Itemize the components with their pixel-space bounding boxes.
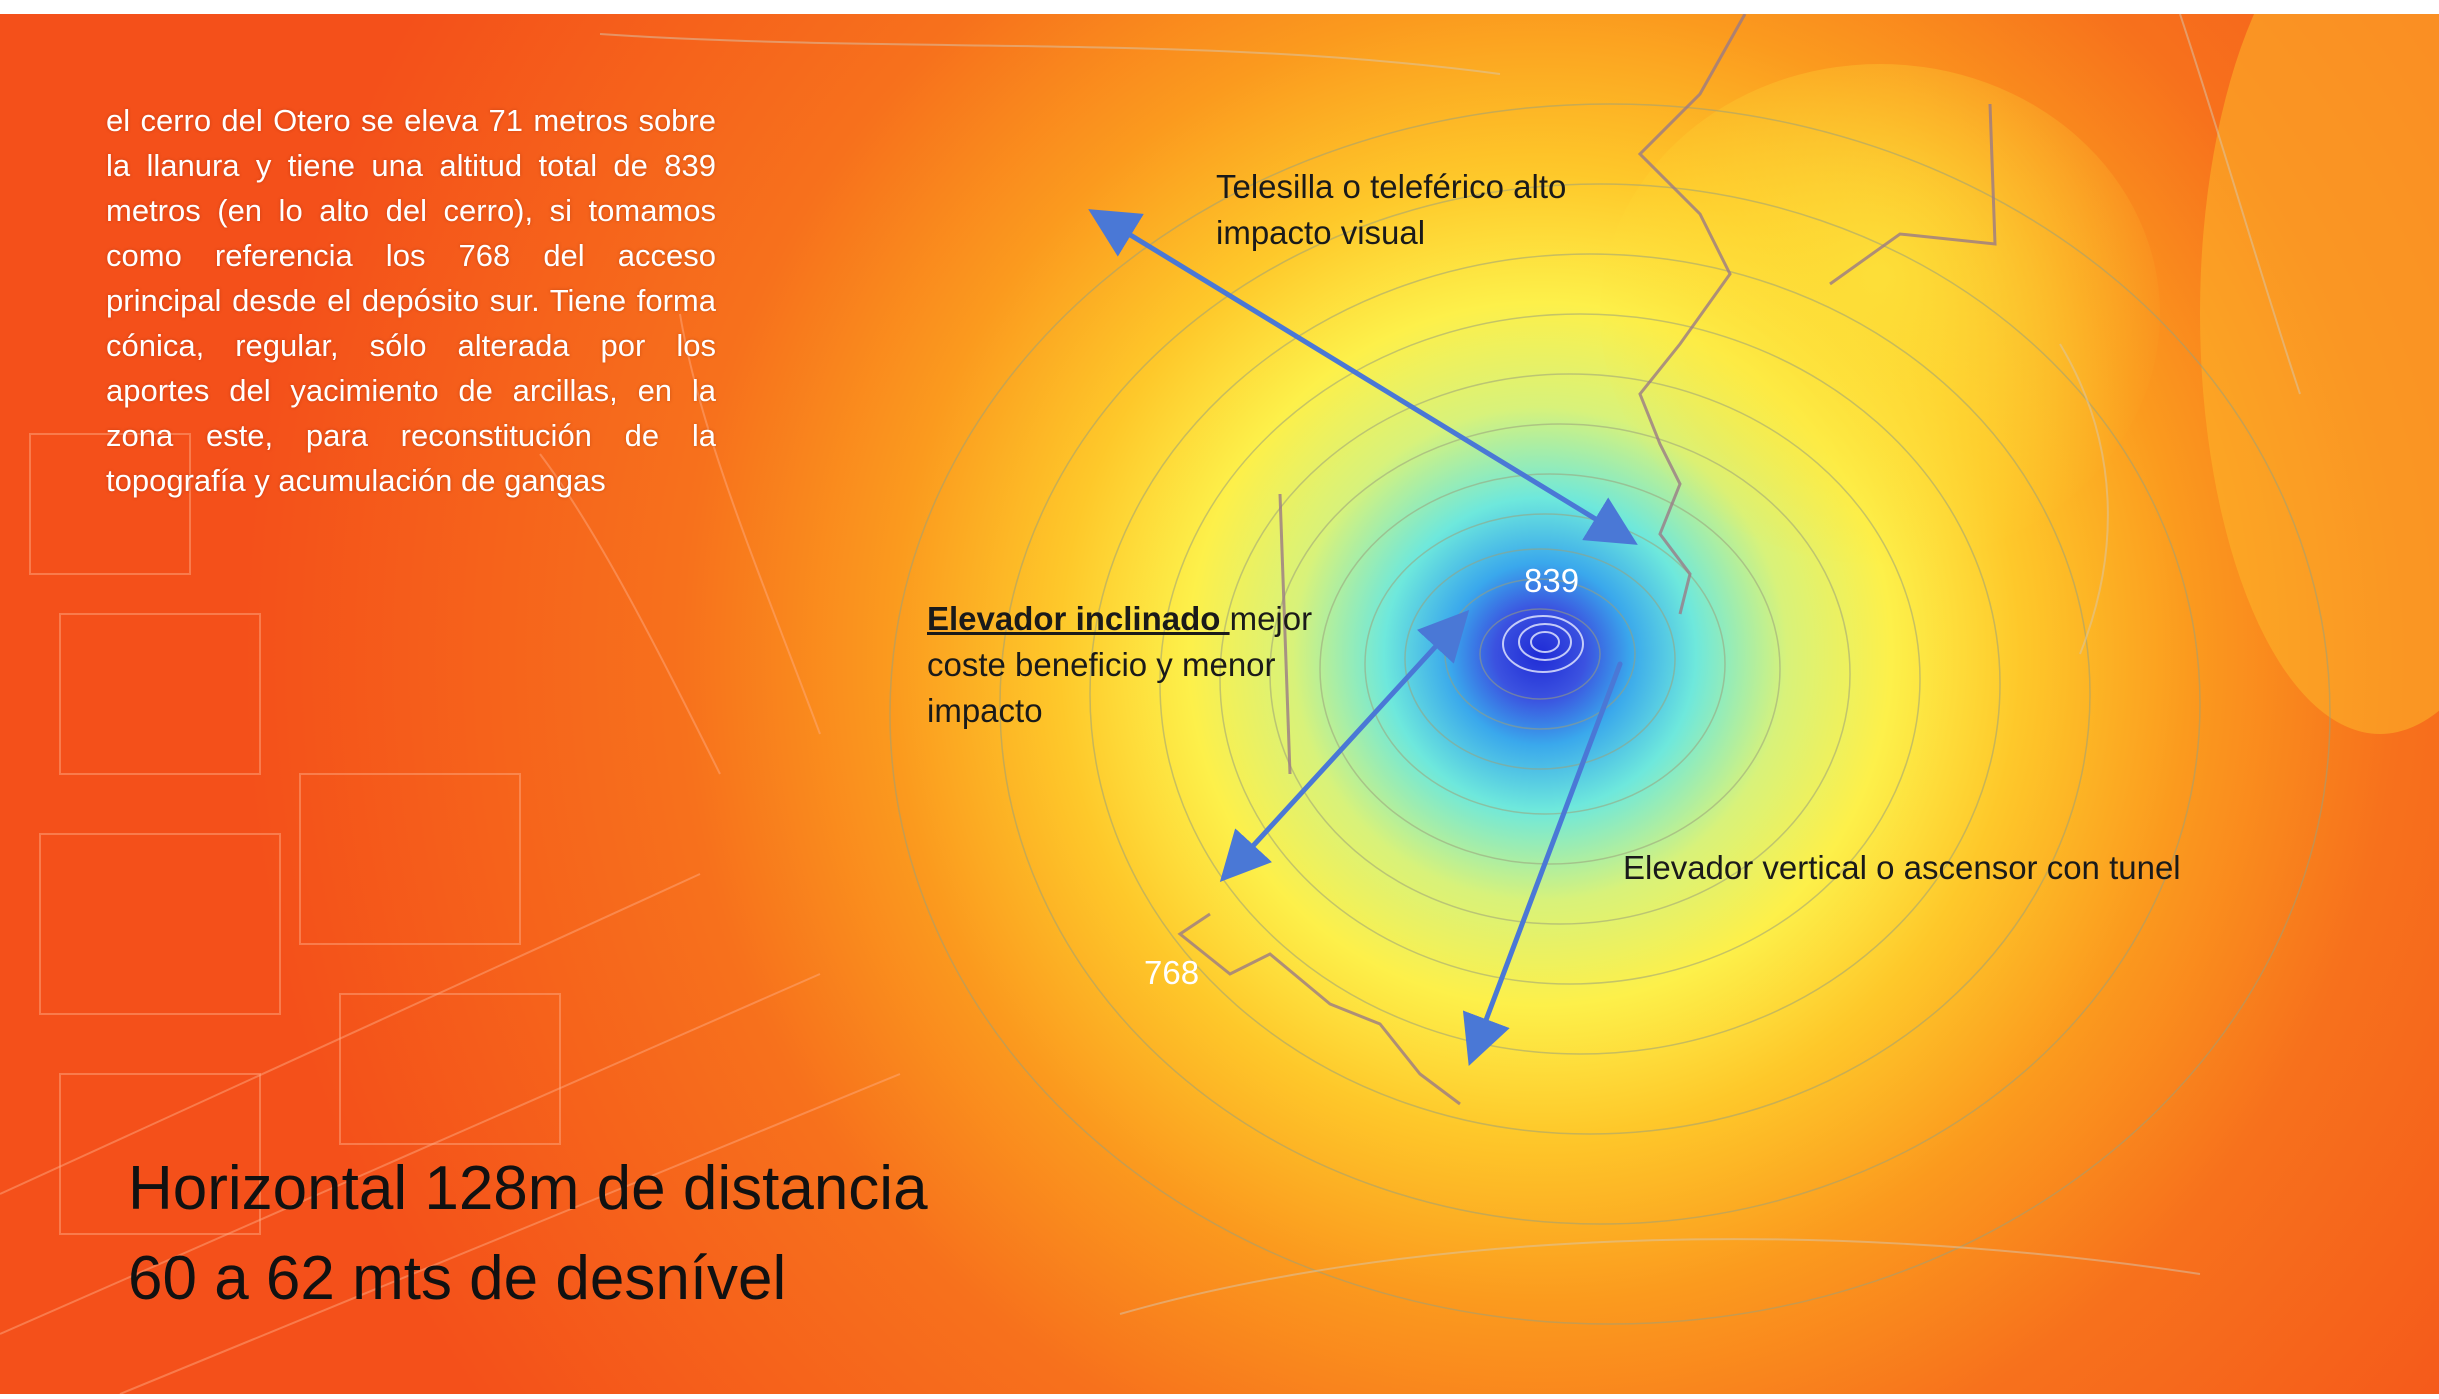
caption-line-1: Horizontal 128m de distancia <box>128 1154 928 1223</box>
elevation-map <box>0 14 2439 1394</box>
terrain-east-area <box>2200 14 2439 734</box>
arrow-vertical <box>1462 661 1623 1067</box>
summit-rings <box>1502 615 1584 673</box>
caption: Horizontal 128m de distancia 60 a 62 mts… <box>128 1144 1228 1324</box>
description-text: el cerro del Otero se eleva 71 metros so… <box>106 103 716 498</box>
arrow-inclinado <box>1219 609 1470 883</box>
label-telesilla: Telesilla o teleférico alto impacto visu… <box>1216 168 1567 251</box>
map-slide: el cerro del Otero se eleva 71 metros so… <box>0 14 2439 1394</box>
label-elevador-inclinado: Elevador inclinado mejor coste beneficio… <box>927 596 1377 734</box>
elevation-summit: 839 <box>1524 562 1580 599</box>
street-grid <box>0 313 901 1394</box>
label-elevador-vertical: Elevador vertical o ascensor con tunel <box>1623 849 2181 886</box>
faint-roads <box>599 14 2301 1315</box>
terrain-yellow-area <box>1600 64 2160 564</box>
caption-line-2: 60 a 62 mts de desnível <box>128 1244 787 1313</box>
arrow-telesilla <box>1088 209 1638 545</box>
arrows <box>1088 209 1638 1067</box>
label-elevador-inclinado-bold: Elevador inclinado <box>927 600 1230 637</box>
label-elevador-inclinado-rest: mejor coste beneficio y menor impacto <box>927 600 1313 729</box>
elevation-access: 768 <box>1144 954 1200 991</box>
